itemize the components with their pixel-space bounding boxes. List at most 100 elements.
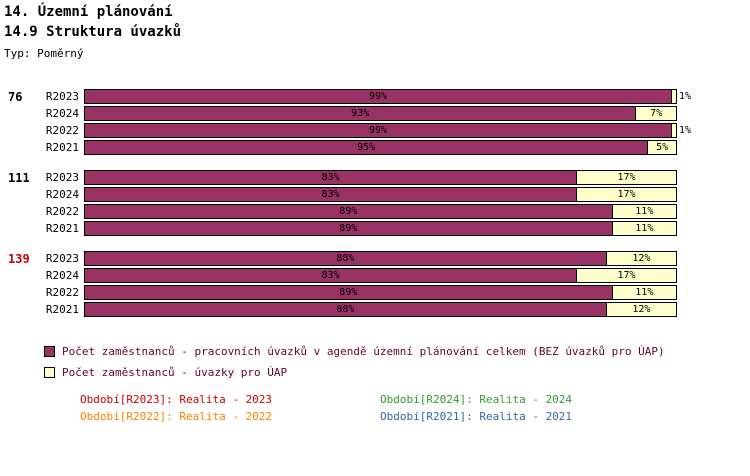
bar-row: R2022 99% 1% bbox=[0, 123, 750, 138]
bar-segment-uap: 11% bbox=[611, 285, 677, 300]
bar-row: R2024 83% 17% bbox=[0, 187, 750, 202]
uap-percent-label: 17% bbox=[617, 270, 636, 281]
bar-group: 111 R2023 83% 17% R2024 83% 17% R2022 89% 11% R202… bbox=[0, 170, 750, 236]
stacked-bar: 89% 11% bbox=[84, 285, 678, 300]
bar-segment-main: 99% bbox=[84, 123, 673, 138]
uap-percent-label: 11% bbox=[635, 223, 654, 234]
bar-segment-uap: 11% bbox=[611, 221, 677, 236]
bar-group: 139 R2023 88% 12% R2024 83% 17% R2022 89% 11% R202… bbox=[0, 251, 750, 317]
bar-segment-uap: 11% bbox=[611, 204, 677, 219]
bar-segment-main: 89% bbox=[84, 204, 613, 219]
stacked-bar: 88% 12% bbox=[84, 302, 678, 317]
main-percent-label: 99% bbox=[368, 91, 388, 102]
legend-swatch-main bbox=[44, 346, 55, 357]
bar-segment-uap: 5% bbox=[647, 140, 677, 155]
stacked-bar: 93% 7% bbox=[84, 106, 678, 121]
bar-group: 76 R2023 99% 1% R2024 93% 7% R2022 99% 1% R2021 95%… bbox=[0, 89, 750, 155]
main-percent-label: 93% bbox=[351, 108, 370, 119]
bar-row: R2021 95% 5% bbox=[0, 140, 750, 155]
bar-segment-uap bbox=[671, 123, 677, 138]
stacked-bar: 89% 11% bbox=[84, 204, 678, 219]
row-label: R2021 bbox=[45, 141, 79, 154]
chart-type-label: Typ: Poměrný bbox=[4, 47, 84, 60]
uap-percent-label: 11% bbox=[635, 206, 654, 217]
bar-segment-main: 88% bbox=[84, 302, 607, 317]
legend-swatch-uap bbox=[44, 367, 55, 378]
bar-row: R2022 89% 11% bbox=[0, 204, 750, 219]
legend: Počet zaměstnanců - pracovních úvazků v … bbox=[44, 341, 750, 383]
main-percent-label: 83% bbox=[321, 270, 340, 281]
bar-row: R2024 93% 7% bbox=[0, 106, 750, 121]
bar-segment-uap: 12% bbox=[605, 302, 677, 317]
group-total: 76 bbox=[8, 89, 23, 104]
periods: Období[R2023]: Realita - 2023 Období[R202… bbox=[80, 393, 750, 423]
uap-percent-label: 11% bbox=[635, 287, 654, 298]
legend-item-uap: Počet zaměstnanců - úvazky pro ÚAP bbox=[44, 362, 750, 383]
row-label: R2022 bbox=[45, 286, 79, 299]
stacked-bar: 88% 12% bbox=[84, 251, 678, 266]
legend-label-uap: Počet zaměstnanců - úvazky pro ÚAP bbox=[62, 366, 288, 379]
stacked-bar: 83% 17% bbox=[84, 170, 678, 185]
uap-percent-label: 5% bbox=[656, 142, 669, 153]
chart: 76 R2023 99% 1% R2024 93% 7% R2022 99% 1% R2021 95%… bbox=[0, 89, 750, 317]
main-percent-label: 88% bbox=[336, 304, 355, 315]
bar-segment-uap: 7% bbox=[635, 106, 677, 121]
group-total: 111 bbox=[8, 170, 30, 185]
bar-segment-uap: 12% bbox=[605, 251, 677, 266]
main-percent-label: 95% bbox=[357, 142, 376, 153]
period-label: Období[R2024]: Realita - 2024 bbox=[380, 393, 573, 406]
row-label: R2024 bbox=[45, 188, 79, 201]
bar-segment-main: 99% bbox=[84, 89, 673, 104]
row-label: R2022 bbox=[45, 205, 79, 218]
stacked-bar: 83% 17% bbox=[84, 268, 678, 283]
uap-percent-label: 12% bbox=[632, 253, 651, 264]
uap-percent-label-outside: 1% bbox=[679, 125, 692, 136]
main-percent-label: 83% bbox=[321, 172, 340, 183]
stacked-bar: 89% 11% bbox=[84, 221, 678, 236]
uap-percent-label: 12% bbox=[632, 304, 651, 315]
bar-segment-main: 95% bbox=[84, 140, 649, 155]
bar-segment-uap: 17% bbox=[576, 187, 677, 202]
bar-row: 76 R2023 99% 1% bbox=[0, 89, 750, 104]
bar-segment-main: 89% bbox=[84, 285, 613, 300]
bar-segment-uap bbox=[671, 89, 677, 104]
page-title: 14. Územní plánování bbox=[4, 4, 173, 20]
uap-percent-label-outside: 1% bbox=[679, 91, 692, 102]
bar-row: R2022 89% 11% bbox=[0, 285, 750, 300]
period-label: Období[R2023]: Realita - 2023 bbox=[80, 393, 273, 406]
uap-percent-label: 7% bbox=[650, 108, 663, 119]
legend-item-main: Počet zaměstnanců - pracovních úvazků v … bbox=[44, 341, 750, 362]
main-percent-label: 89% bbox=[339, 223, 358, 234]
bar-row: 139 R2023 88% 12% bbox=[0, 251, 750, 266]
main-percent-label: 88% bbox=[336, 253, 355, 264]
bar-segment-main: 93% bbox=[84, 106, 637, 121]
row-label: R2021 bbox=[45, 303, 79, 316]
main-percent-label: 89% bbox=[339, 287, 358, 298]
bar-segment-main: 83% bbox=[84, 170, 578, 185]
header: 14. Územní plánování 14.9 Struktura úvaz… bbox=[0, 0, 750, 61]
main-percent-label: 89% bbox=[339, 206, 358, 217]
row-label: R2024 bbox=[45, 269, 79, 282]
uap-percent-label: 17% bbox=[617, 189, 636, 200]
main-percent-label: 99% bbox=[368, 125, 388, 136]
bar-segment-uap: 17% bbox=[576, 170, 677, 185]
row-label: R2024 bbox=[45, 107, 79, 120]
legend-label-main: Počet zaměstnanců - pracovních úvazků v … bbox=[62, 345, 665, 358]
row-label: R2023 bbox=[45, 171, 79, 184]
bar-segment-main: 83% bbox=[84, 268, 578, 283]
bar-segment-main: 83% bbox=[84, 187, 578, 202]
stacked-bar: 99% bbox=[84, 123, 678, 138]
page-subtitle: 14.9 Struktura úvazků bbox=[4, 24, 182, 40]
bar-segment-main: 89% bbox=[84, 221, 613, 236]
main-percent-label: 83% bbox=[321, 189, 340, 200]
bar-row: R2024 83% 17% bbox=[0, 268, 750, 283]
uap-percent-label: 17% bbox=[617, 172, 636, 183]
stacked-bar: 95% 5% bbox=[84, 140, 678, 155]
group-total: 139 bbox=[8, 251, 30, 266]
period-label: Období[R2021]: Realita - 2021 bbox=[380, 410, 573, 423]
bar-row: 111 R2023 83% 17% bbox=[0, 170, 750, 185]
row-label: R2022 bbox=[45, 124, 79, 137]
stacked-bar: 83% 17% bbox=[84, 187, 678, 202]
bar-row: R2021 88% 12% bbox=[0, 302, 750, 317]
period-label: Období[R2022]: Realita - 2022 bbox=[80, 410, 273, 423]
